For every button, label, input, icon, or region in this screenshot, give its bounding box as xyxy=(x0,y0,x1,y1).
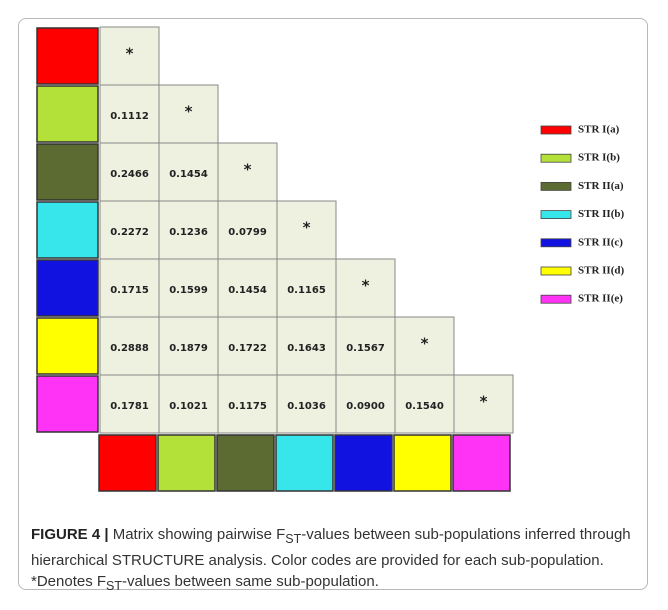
fst-value: 0.1112 xyxy=(110,111,149,122)
legend-label: STR II(d) xyxy=(578,265,624,277)
fst-value: 0.1715 xyxy=(110,285,149,296)
fst-value: 0.1599 xyxy=(169,285,208,296)
matrix-cell xyxy=(99,142,160,202)
matrix-cell xyxy=(99,200,160,260)
color-swatch xyxy=(98,434,157,492)
matrix-cell xyxy=(99,316,160,376)
fst-value: 0.1236 xyxy=(169,227,208,238)
legend-swatch xyxy=(540,210,572,220)
figure-frame xyxy=(18,18,648,590)
fst-value: 0.1722 xyxy=(228,343,267,354)
fst-value: 0.2272 xyxy=(110,227,149,238)
legend-label: STR I(a) xyxy=(578,124,620,136)
legend-swatch xyxy=(540,181,572,191)
matrix-cell xyxy=(276,200,337,260)
color-swatch xyxy=(334,434,393,492)
color-swatch xyxy=(36,201,99,259)
diagonal-marker: * xyxy=(480,393,488,411)
matrix-cell xyxy=(158,84,219,144)
legend-swatch xyxy=(540,238,572,248)
matrix-cell xyxy=(99,374,160,434)
fst-value: 0.1021 xyxy=(169,401,208,412)
diagonal-marker: * xyxy=(244,161,252,179)
matrix-cell xyxy=(335,258,396,318)
fst-value: 0.1454 xyxy=(169,169,208,180)
legend-label: STR I(b) xyxy=(578,152,620,164)
legend-label: STR II(a) xyxy=(578,180,624,192)
diagonal-marker: * xyxy=(421,335,429,353)
color-swatch xyxy=(36,259,99,317)
legend-swatch xyxy=(540,294,572,304)
matrix-cell xyxy=(217,258,278,318)
matrix-cell xyxy=(217,200,278,260)
fst-value: 0.1454 xyxy=(228,285,267,296)
caption: FIGURE 4 | Matrix showing pairwise FST-v… xyxy=(31,524,641,597)
legend-swatch xyxy=(540,266,572,276)
matrix-cell xyxy=(158,316,219,376)
matrix-cell xyxy=(217,142,278,202)
fst-value: 0.0900 xyxy=(346,401,385,412)
color-swatch xyxy=(36,27,99,85)
caption-segment: -values between sub-populations inferred… xyxy=(31,526,631,590)
diagonal-marker: * xyxy=(126,45,134,63)
legend-label: STR II(c) xyxy=(578,236,623,248)
matrix-cell xyxy=(217,316,278,376)
color-swatch xyxy=(452,434,511,492)
diagonal-marker: * xyxy=(362,277,370,295)
matrix-cell xyxy=(158,200,219,260)
diagonal-marker: * xyxy=(185,103,193,121)
matrix-cell xyxy=(394,316,455,376)
fst-value: 0.2466 xyxy=(110,169,149,180)
matrix-cell xyxy=(335,374,396,434)
color-swatch xyxy=(36,375,99,433)
diagonal-marker: * xyxy=(303,219,311,237)
matrix-cell xyxy=(335,316,396,376)
color-swatch xyxy=(393,434,452,492)
legend-swatch xyxy=(540,153,572,163)
subscript: ST xyxy=(285,532,302,546)
fst-value: 0.1175 xyxy=(228,401,267,412)
legend-swatch xyxy=(540,125,572,135)
color-swatch xyxy=(36,143,99,201)
matrix-cell xyxy=(276,258,337,318)
fst-value: 0.1879 xyxy=(169,343,208,354)
matrix-cell xyxy=(158,374,219,434)
caption-label: FIGURE 4 | xyxy=(31,526,109,543)
fst-value: 0.0799 xyxy=(228,227,267,238)
matrix-cell xyxy=(394,374,455,434)
caption-text: Matrix showing pairwise FST-values betwe… xyxy=(31,526,631,593)
color-swatch xyxy=(36,85,99,143)
matrix-cell xyxy=(158,258,219,318)
color-swatch xyxy=(216,434,275,492)
matrix-figure: * 0.1112 * 0.2466 0.1454 * 0.2272 0.1236 0.0799 *… xyxy=(36,26,624,492)
legend-label: STR II(b) xyxy=(578,208,624,220)
caption-segment: Matrix showing pairwise F xyxy=(112,526,286,543)
color-swatch xyxy=(275,434,334,492)
fst-value: 0.2888 xyxy=(110,343,149,354)
caption-segment: -values between same sub-population. xyxy=(122,573,379,590)
color-swatch xyxy=(157,434,216,492)
fst-value: 0.1567 xyxy=(346,343,385,354)
legend-label: STR II(e) xyxy=(578,293,623,305)
matrix-cell xyxy=(99,84,160,144)
fst-value: 0.1781 xyxy=(110,401,149,412)
matrix-cell xyxy=(276,374,337,434)
fst-value: 0.1643 xyxy=(287,343,326,354)
fst-value: 0.1036 xyxy=(287,401,326,412)
color-swatch xyxy=(36,317,99,375)
fst-value: 0.1165 xyxy=(287,285,326,296)
matrix-cell xyxy=(99,258,160,318)
fst-value: 0.1540 xyxy=(405,401,444,412)
matrix-cell xyxy=(453,374,514,434)
subscript: ST xyxy=(106,579,123,593)
